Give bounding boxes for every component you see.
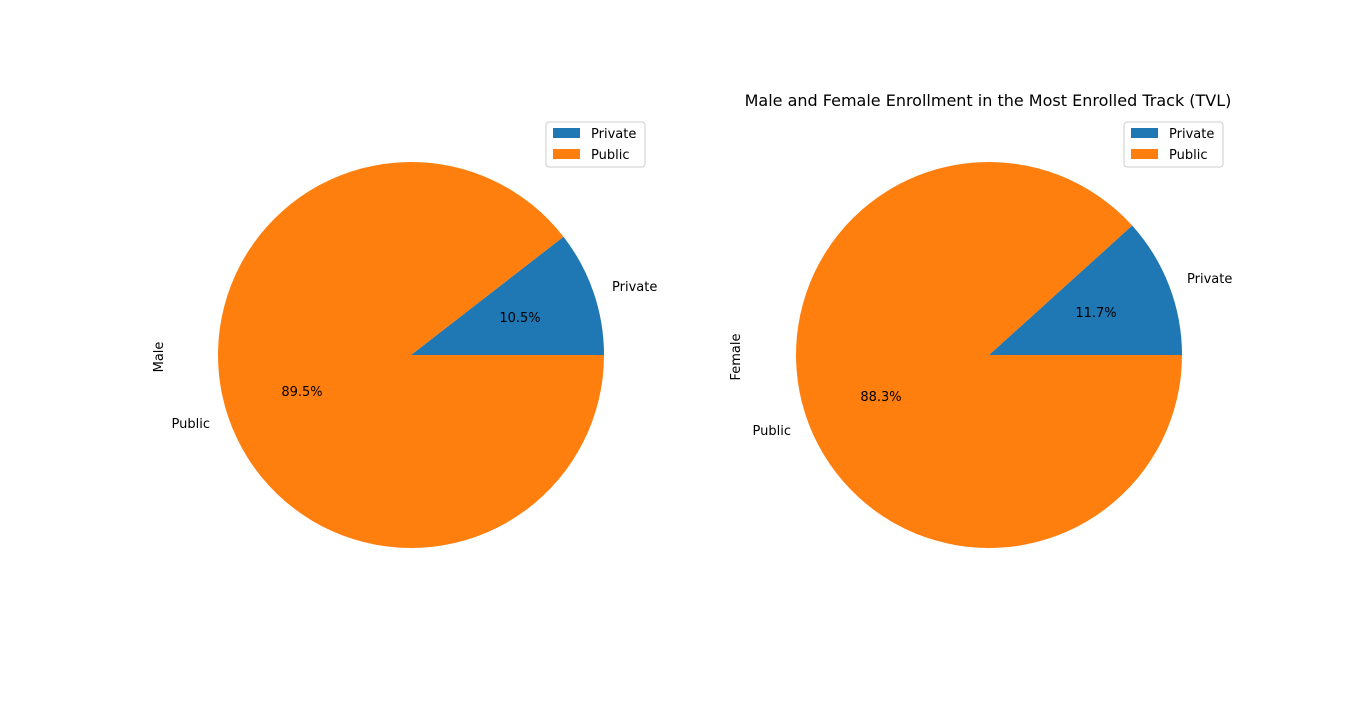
slice-label-private-female: Private (1187, 272, 1232, 287)
ylabel-male: Male (152, 342, 167, 373)
pie-slices-female (796, 162, 1182, 548)
legend-male: Private Public (545, 121, 646, 168)
pie-slice-private-male (411, 236, 604, 355)
legend-female: Private Public (1123, 121, 1224, 168)
slice-pct-public-female: 88.3% (860, 390, 901, 405)
legend-label-public-female: Public (1169, 148, 1207, 163)
slice-pct-private-male: 10.5% (499, 311, 540, 326)
chart-title-female: Male and Female Enrollment in the Most E… (745, 91, 1232, 110)
slice-label-private-male: Private (612, 280, 657, 295)
legend-label-private-male: Private (591, 127, 636, 142)
legend-label-private-female: Private (1169, 127, 1214, 142)
slice-label-public-female: Public (753, 424, 791, 439)
pie-slice-private-female (989, 225, 1182, 355)
legend-swatch-public-female (1131, 149, 1158, 159)
legend-swatch-private-female (1131, 128, 1158, 138)
legend-label-public-male: Public (591, 148, 629, 163)
slice-pct-public-male: 89.5% (281, 385, 322, 400)
pie-chart-female: Male and Female Enrollment in the Most E… (729, 91, 1232, 548)
legend-swatch-public-male (553, 149, 580, 159)
pie-slices-male (217, 161, 604, 548)
slice-label-public-male: Public (172, 417, 210, 432)
ylabel-female: Female (729, 333, 744, 380)
legend-swatch-private-male (553, 128, 580, 138)
pie-slice-public-male (217, 161, 604, 548)
pie-slice-public-female (796, 162, 1182, 548)
slice-pct-private-female: 11.7% (1075, 306, 1116, 321)
pie-chart-male: Male Private Public 10.5% 89.5% Private … (152, 121, 657, 548)
